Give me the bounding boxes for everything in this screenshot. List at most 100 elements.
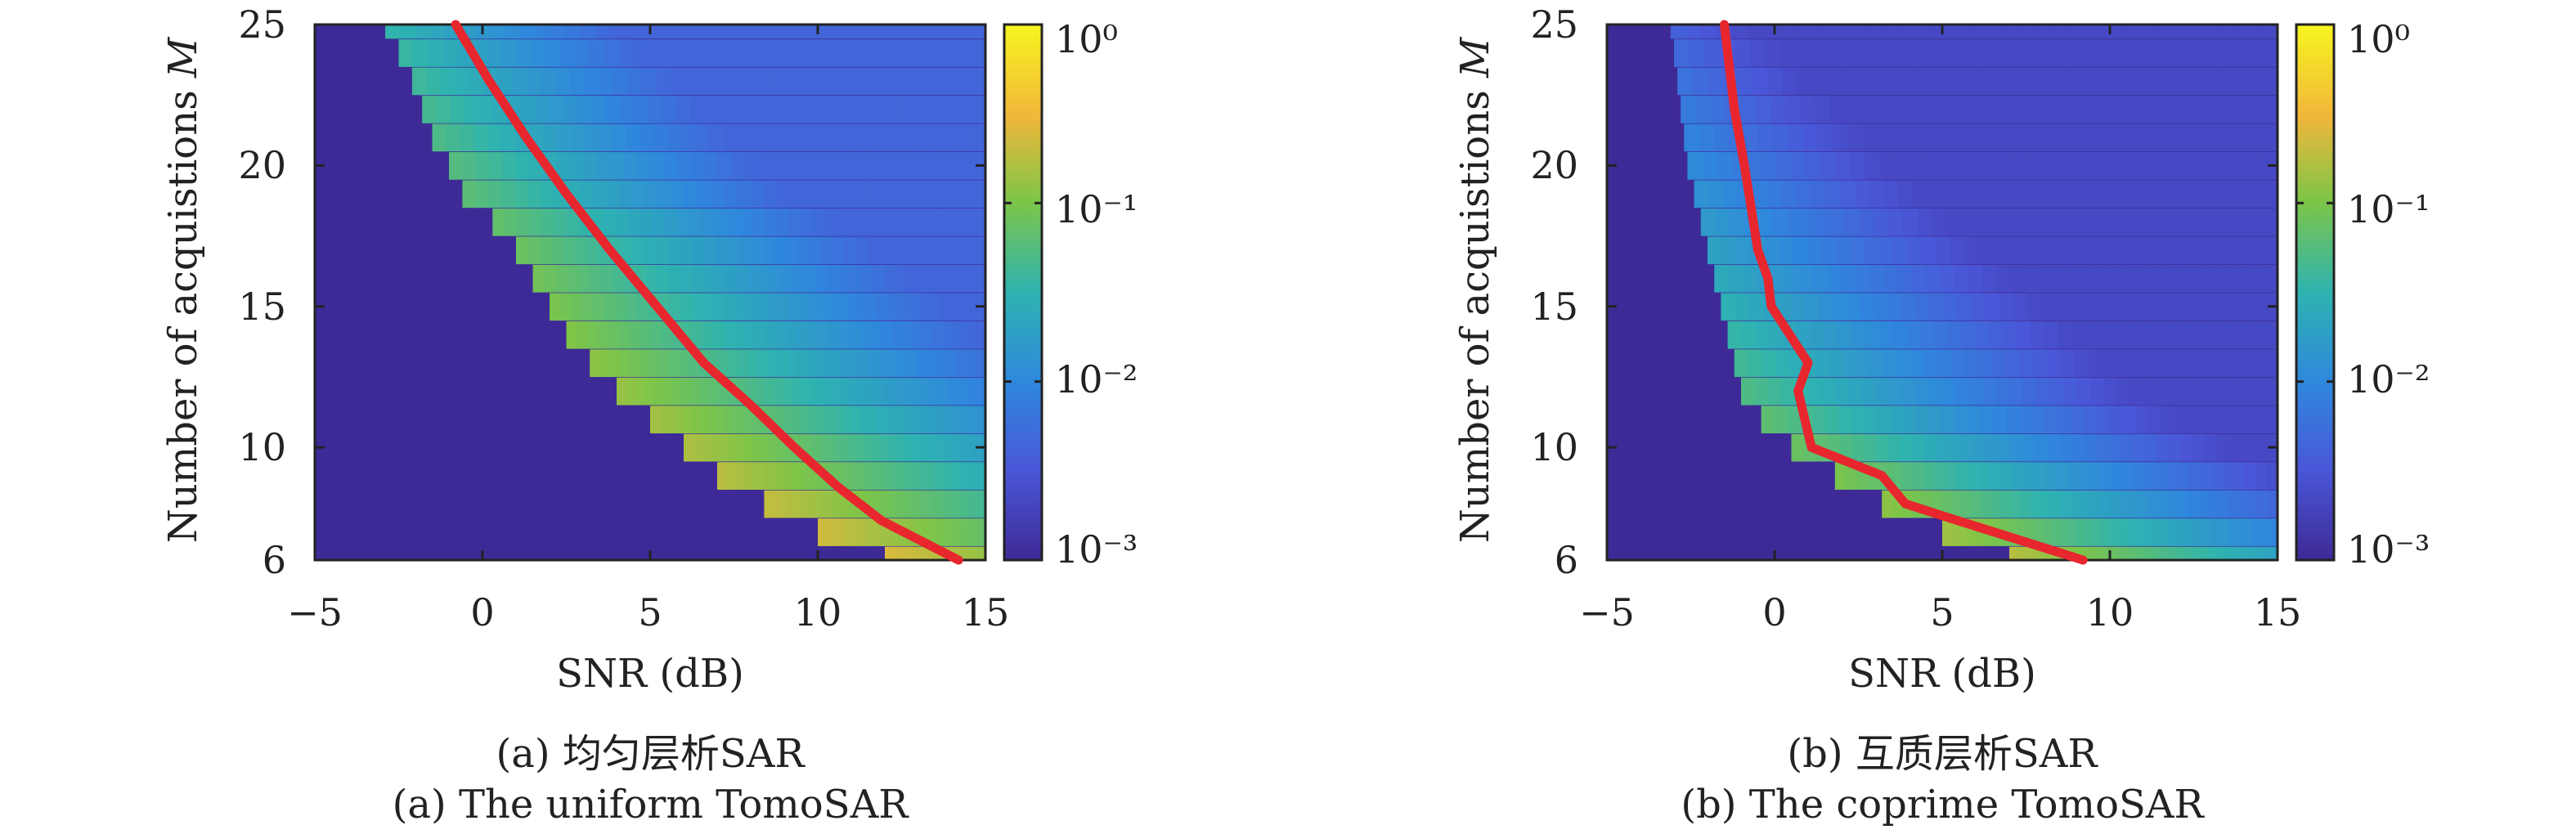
- panel-a-axis-ticks: [313, 23, 987, 562]
- panel-b-heatmap-cell: [1961, 433, 1975, 462]
- panel-a-heatmap-cell: [841, 490, 848, 518]
- panel-a-heatmap-cell: [914, 236, 927, 265]
- panel-b-heatmap-cell: [2004, 208, 2019, 236]
- panel-a-heatmap-cell: [750, 180, 764, 208]
- panel-a-heatmap-cell: [640, 321, 651, 349]
- panel-a-colorbar: 10⁻³ 10⁻² 10⁻¹ 10⁰: [1003, 17, 1138, 572]
- panel-a-heatmap-cell: [947, 433, 956, 462]
- panel-b-heatmap-cell: [2013, 293, 2028, 321]
- panel-b-heatmap-cell: [1674, 39, 1690, 67]
- panel-a-heatmap-cell: [713, 433, 722, 462]
- panel-b-heatmap-cell: [2128, 96, 2144, 123]
- panel-b-heatmap-cell: [2004, 25, 2021, 39]
- panel-a-heatmap-cell: [974, 264, 986, 293]
- panel-a-heatmap-cell: [865, 293, 877, 321]
- panel-b-heatmap-cell: [2110, 546, 2117, 561]
- panel-a-heatmap-cell: [883, 264, 895, 293]
- panel-b-heatmap-cell: [2022, 462, 2035, 490]
- panel-a-heatmap-cell: [464, 96, 479, 123]
- panel-b-heatmap-cell: [1793, 236, 1808, 265]
- panel-a-heatmap-cell: [613, 67, 628, 96]
- panel-b-heatmap-cell: [1800, 96, 1816, 123]
- panel-b-heatmap-cell: [2208, 321, 2224, 349]
- panel-b-heatmap-cell: [2267, 490, 2278, 518]
- panel-a-heatmap-cell: [775, 321, 788, 349]
- panel-b-heatmap-cell: [1928, 406, 1943, 434]
- panel-a-heatmap-cell: [868, 490, 876, 518]
- panel-a-y-tick-label: 20: [238, 143, 286, 187]
- panel-a-heatmap-cell: [763, 180, 777, 208]
- panel-a-heatmap-cell: [745, 25, 761, 39]
- panel-a-heatmap-cell: [891, 151, 906, 180]
- panel-b-heatmap-cell: [2223, 349, 2237, 378]
- panel-b-heatmap-cell: [1975, 321, 1990, 349]
- panel-b-heatmap-cell: [2180, 433, 2193, 462]
- panel-b-heatmap-cell: [1808, 377, 1822, 406]
- panel-a-heatmap-cell: [804, 264, 817, 293]
- panel-a-heatmap-cell: [909, 546, 913, 561]
- panel-b-heatmap-cell: [2230, 546, 2238, 561]
- panel-a-heatmap-row: [717, 462, 986, 490]
- panel-b-heatmap-cell: [2092, 236, 2107, 265]
- panel-b-heatmap-cell: [2017, 208, 2033, 236]
- panel-b-heatmap-cell: [2232, 25, 2248, 39]
- panel-a-heatmap-cell: [657, 236, 670, 265]
- panel-b-heatmap-cell: [1897, 349, 1912, 378]
- panel-a-heatmap-cell: [935, 518, 940, 546]
- panel-b-heatmap-cell: [1708, 180, 1724, 208]
- panel-b-heatmap-cell: [2203, 546, 2211, 561]
- panel-a-heatmap-cell: [703, 96, 719, 123]
- panel-a-heatmap-row: [684, 433, 986, 462]
- panel-a-heatmap-cell: [563, 96, 578, 123]
- panel-b-heatmap-cell: [1953, 264, 1968, 293]
- panel-a-heatmap-cell: [505, 208, 518, 236]
- panel-a-heatmap-cell: [856, 67, 872, 96]
- panel-b-heatmap-cell: [2171, 25, 2188, 39]
- panel-b-heatmap-cell: [2187, 39, 2203, 67]
- panel-b-heatmap-cell: [1941, 180, 1958, 208]
- panel-a-heatmap-cell: [774, 96, 789, 123]
- panel-a-heatmap-row: [385, 25, 986, 39]
- panel-a-heatmap-cell: [737, 180, 751, 208]
- panel-a-heatmap-cell: [617, 377, 626, 406]
- panel-b-heatmap-cell: [1979, 96, 1995, 123]
- panel-b-heatmap-cell: [2049, 490, 2061, 518]
- panel-a-heatmap-cell: [797, 490, 804, 518]
- panel-b-heatmap-cell: [1740, 96, 1757, 123]
- panel-b-heatmap-cell: [1775, 151, 1792, 180]
- panel-a-heatmap-cell: [906, 349, 917, 378]
- panel-b-heatmap-cell: [1911, 264, 1927, 293]
- panel-b-heatmap-cell: [1961, 321, 1976, 349]
- panel-b-heatmap-cell: [2119, 208, 2134, 236]
- panel-b-heatmap-cell: [1761, 349, 1776, 378]
- panel-a-heatmap-cell: [684, 67, 700, 96]
- panel-b-heatmap-cell: [1921, 123, 1937, 152]
- panel-b-heatmap-cell: [1883, 180, 1899, 208]
- panel-b-heatmap-cell: [1767, 377, 1782, 406]
- panel-a-heatmap-cell: [900, 546, 904, 561]
- panel-b-heatmap-row: [1684, 123, 2278, 152]
- panel-a-heatmap-cell: [743, 151, 758, 180]
- panel-b-heatmap-cell: [1723, 180, 1739, 208]
- panel-b-heatmap-cell: [2143, 433, 2156, 462]
- panel-a-heatmap-cell: [918, 518, 923, 546]
- panel-a-colorbar-tick-label: 10⁻²: [1055, 357, 1138, 401]
- panel-a-heatmap-cell: [885, 518, 890, 546]
- panel-b-heatmap-cell: [2170, 546, 2178, 561]
- panel-b-heatmap-cell: [2188, 123, 2204, 152]
- panel-b-heatmap-cell: [2228, 490, 2239, 518]
- panel-b-heatmap-cell: [2134, 462, 2146, 490]
- panel-b-heatmap-cell: [2114, 123, 2130, 152]
- panel-b-heatmap-cell: [2222, 321, 2237, 349]
- panel-b-heatmap-cell: [2033, 349, 2048, 378]
- panel-b-colorbar-tick-label: 10⁻¹: [2347, 187, 2430, 231]
- panel-b-heatmap-cell: [2192, 433, 2206, 462]
- panel-a-heatmap-cell: [956, 67, 972, 96]
- panel-b-heatmap-row: [1681, 96, 2278, 123]
- panel-b-threshold-curve: [1720, 20, 2088, 565]
- panel-a-heatmap-cell: [948, 208, 962, 236]
- panel-b-heatmap-cell: [1954, 406, 1968, 434]
- panel-b-heatmap-cell: [2188, 151, 2205, 180]
- panel-b-heatmap-cell: [1963, 236, 1979, 265]
- panel-a-heatmap-cell: [955, 25, 972, 39]
